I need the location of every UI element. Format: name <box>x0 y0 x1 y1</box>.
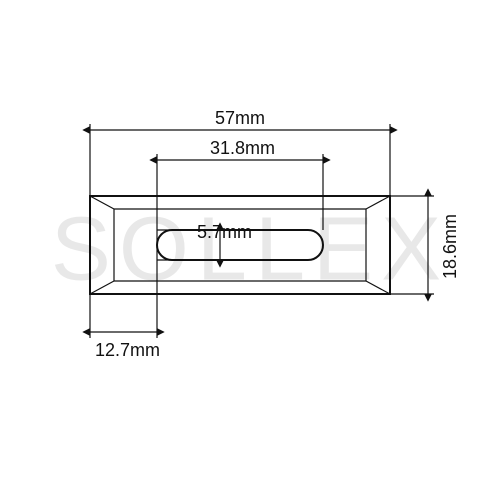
dimension-drawing <box>0 0 500 500</box>
drawing-canvas: SOLLEX 57mm 31.8mm 5.7mm 12.7mm 18.6mm <box>0 0 500 500</box>
dim-slot-width-label: 31.8mm <box>210 138 275 159</box>
dim-slot-height-label: 5.7mm <box>197 222 252 243</box>
dim-overall-height-label: 18.6mm <box>440 214 461 279</box>
dim-chamfer-label: 12.7mm <box>95 340 160 361</box>
dim-overall-width-label: 57mm <box>215 108 265 129</box>
